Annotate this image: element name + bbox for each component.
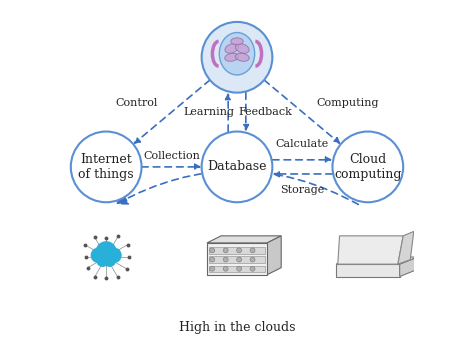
Text: Computing: Computing	[317, 98, 379, 108]
Text: Feedback: Feedback	[238, 107, 292, 117]
FancyBboxPatch shape	[209, 247, 265, 253]
Polygon shape	[336, 257, 417, 264]
Circle shape	[237, 266, 242, 271]
Polygon shape	[207, 243, 267, 275]
Circle shape	[223, 266, 228, 271]
Text: Internet
of things: Internet of things	[78, 153, 134, 181]
Polygon shape	[338, 236, 403, 264]
Circle shape	[223, 248, 228, 253]
Circle shape	[201, 22, 273, 93]
Text: Control: Control	[115, 98, 157, 108]
Circle shape	[106, 247, 122, 263]
Circle shape	[237, 257, 242, 262]
Text: Database: Database	[207, 160, 267, 173]
FancyArrowPatch shape	[117, 171, 358, 204]
Circle shape	[250, 257, 255, 262]
Circle shape	[332, 132, 403, 202]
Circle shape	[237, 248, 242, 253]
Polygon shape	[398, 231, 414, 264]
Circle shape	[210, 248, 215, 253]
Ellipse shape	[225, 53, 239, 61]
Ellipse shape	[236, 44, 249, 53]
Circle shape	[210, 266, 215, 271]
Ellipse shape	[235, 53, 249, 61]
Ellipse shape	[219, 33, 255, 75]
Text: High in the clouds: High in the clouds	[179, 321, 295, 334]
Polygon shape	[336, 264, 400, 277]
Circle shape	[91, 247, 106, 263]
Text: Storage: Storage	[280, 185, 325, 195]
Circle shape	[96, 254, 109, 267]
Circle shape	[223, 257, 228, 262]
Text: Calculate: Calculate	[276, 139, 329, 149]
Circle shape	[71, 132, 142, 202]
Text: Collection: Collection	[143, 151, 200, 161]
Circle shape	[201, 132, 273, 202]
FancyBboxPatch shape	[209, 266, 265, 272]
Circle shape	[96, 241, 117, 262]
Text: Cloud
computing: Cloud computing	[334, 153, 401, 181]
Polygon shape	[267, 236, 281, 275]
Ellipse shape	[231, 38, 243, 45]
FancyBboxPatch shape	[209, 256, 265, 263]
Polygon shape	[207, 236, 281, 243]
Ellipse shape	[225, 44, 238, 53]
Text: Learning: Learning	[183, 107, 234, 117]
Circle shape	[250, 266, 255, 271]
Polygon shape	[400, 257, 417, 277]
Circle shape	[250, 248, 255, 253]
Circle shape	[103, 254, 116, 267]
Circle shape	[210, 257, 215, 262]
